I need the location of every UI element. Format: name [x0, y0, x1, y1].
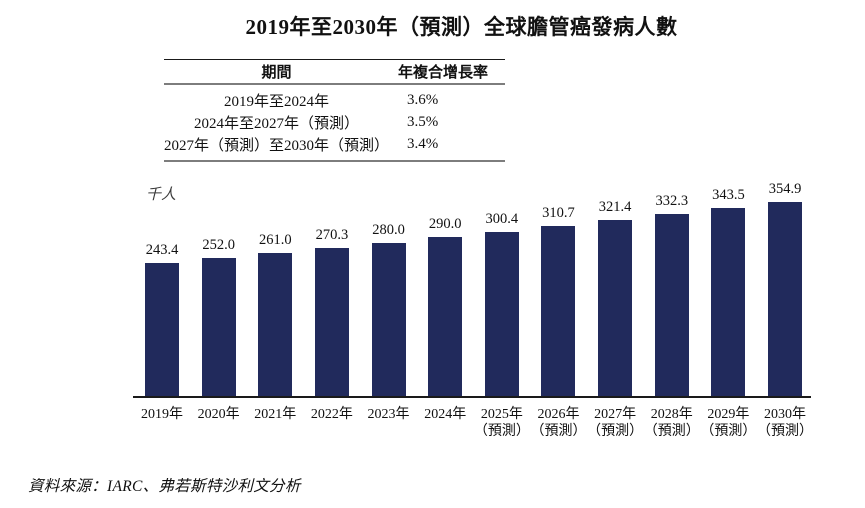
x-axis-label: 2019年 — [127, 406, 197, 423]
bar — [711, 208, 746, 396]
x-axis-forecast-note: （預測） — [643, 424, 700, 439]
bar-value-label: 343.5 — [712, 187, 745, 204]
bar — [541, 226, 576, 396]
bar — [145, 262, 179, 396]
table-header-period: 期間 — [261, 65, 292, 81]
bar-value-label: 332.3 — [655, 193, 689, 210]
x-axis-label: 2028年 （預測） — [637, 406, 707, 440]
bar-value-label: 300.4 — [485, 210, 519, 227]
x-axis-forecast-note: （預測） — [700, 424, 757, 439]
cagr-table-body: 2019年至2024年 3.6% 2024年至2027年（預測） 3.5% 2027年（… — [164, 85, 505, 162]
bar-plot: 243.4 252.0 261.0 270.3 280.0 290.0 300.4 310.7… — [133, 180, 811, 398]
table-row: 2024年至2027年（預測） 3.5% — [164, 111, 505, 133]
cagr-table-header: 期間 年複合增長率 — [164, 60, 505, 85]
x-axis-forecast-note: （預測） — [757, 424, 814, 439]
x-axis-label: 2021年 — [240, 406, 310, 423]
bar-value-label: 280.0 — [372, 221, 405, 238]
x-axis-year: 2025年 — [480, 407, 523, 422]
x-axis-label: 2029年 （預測） — [693, 406, 763, 440]
x-axis-year: 2019年 — [141, 407, 183, 422]
y-axis-unit-label: 千人 — [146, 187, 177, 203]
cagr-cell: 3.5% — [407, 113, 439, 130]
source-note: 資料來源：IARC、弗若斯特沙利文分析 — [28, 478, 301, 495]
table-header-cagr: 年複合增長率 — [398, 65, 489, 81]
x-axis-year: 2027年 — [594, 407, 637, 422]
period-cell: 2024年至2027年（預測） — [193, 115, 359, 132]
page-title: 2019年至2030年（預測）全球膽管癌發病人數 — [245, 15, 678, 39]
bar-value-label: 321.4 — [598, 199, 632, 216]
x-axis-label: 2023年 — [354, 406, 424, 423]
cagr-cell: 3.4% — [407, 135, 439, 152]
period-cell: 2019年至2024年 — [223, 93, 329, 110]
period-cell: 2027年（預測）至2030年（預測） — [164, 137, 390, 154]
cagr-cell: 3.6% — [407, 91, 439, 108]
x-axis-year: 2023年 — [367, 407, 410, 422]
x-axis-year: 2030年 — [764, 407, 807, 422]
x-axis-year: 2028年 — [650, 407, 693, 422]
bar-value-label: 290.0 — [428, 216, 462, 233]
x-axis-label: 2024年 — [410, 406, 480, 423]
x-axis-forecast-note: （預測） — [530, 424, 587, 439]
bar — [371, 242, 406, 396]
x-axis-forecast-note: （預測） — [473, 424, 530, 439]
table-row: 2019年至2024年 3.6% — [164, 89, 505, 111]
bar — [201, 258, 236, 396]
x-axis-labels: 2019年 2020年 2021年 2022年 2023年 2024年 2025年 （預測） 2… — [133, 406, 813, 450]
x-axis-label: 2027年 （預測） — [580, 406, 650, 440]
x-axis-year: 2029年 — [707, 407, 750, 422]
x-axis-year: 2020年 — [197, 407, 240, 422]
x-axis-label: 2020年 — [184, 406, 254, 423]
bar-value-label: 354.9 — [768, 181, 802, 197]
bar — [428, 237, 463, 396]
bar-value-label: 261.0 — [258, 232, 292, 249]
x-axis-year: 2026年 — [537, 407, 580, 422]
x-axis-forecast-note: （預測） — [587, 424, 644, 439]
x-axis-label: 2025年 （預測） — [467, 406, 537, 440]
x-axis-label: 2026年 （預測） — [523, 406, 593, 440]
x-axis-label: 2030年 （預測） — [750, 406, 820, 440]
x-axis-label: 2022年 — [297, 406, 367, 423]
table-row: 2027年（預測）至2030年（預測） 3.4% — [164, 133, 505, 155]
bar — [768, 202, 803, 396]
bar — [598, 220, 633, 396]
bar-value-label: 270.3 — [315, 227, 349, 244]
x-axis-year: 2024年 — [424, 407, 467, 422]
bar — [314, 248, 349, 396]
bar-value-label: 310.7 — [542, 205, 575, 222]
bar-value-label: 252.0 — [202, 237, 235, 254]
cagr-table: 期間 年複合增長率 2019年至2024年 3.6% 2024年至2027年（預測）… — [164, 59, 505, 162]
bar — [484, 231, 519, 396]
bar — [258, 253, 293, 396]
x-axis-year: 2022年 — [310, 407, 353, 422]
bar — [654, 214, 689, 396]
bar-value-label: 243.4 — [145, 241, 179, 258]
x-axis-year: 2021年 — [254, 407, 297, 422]
